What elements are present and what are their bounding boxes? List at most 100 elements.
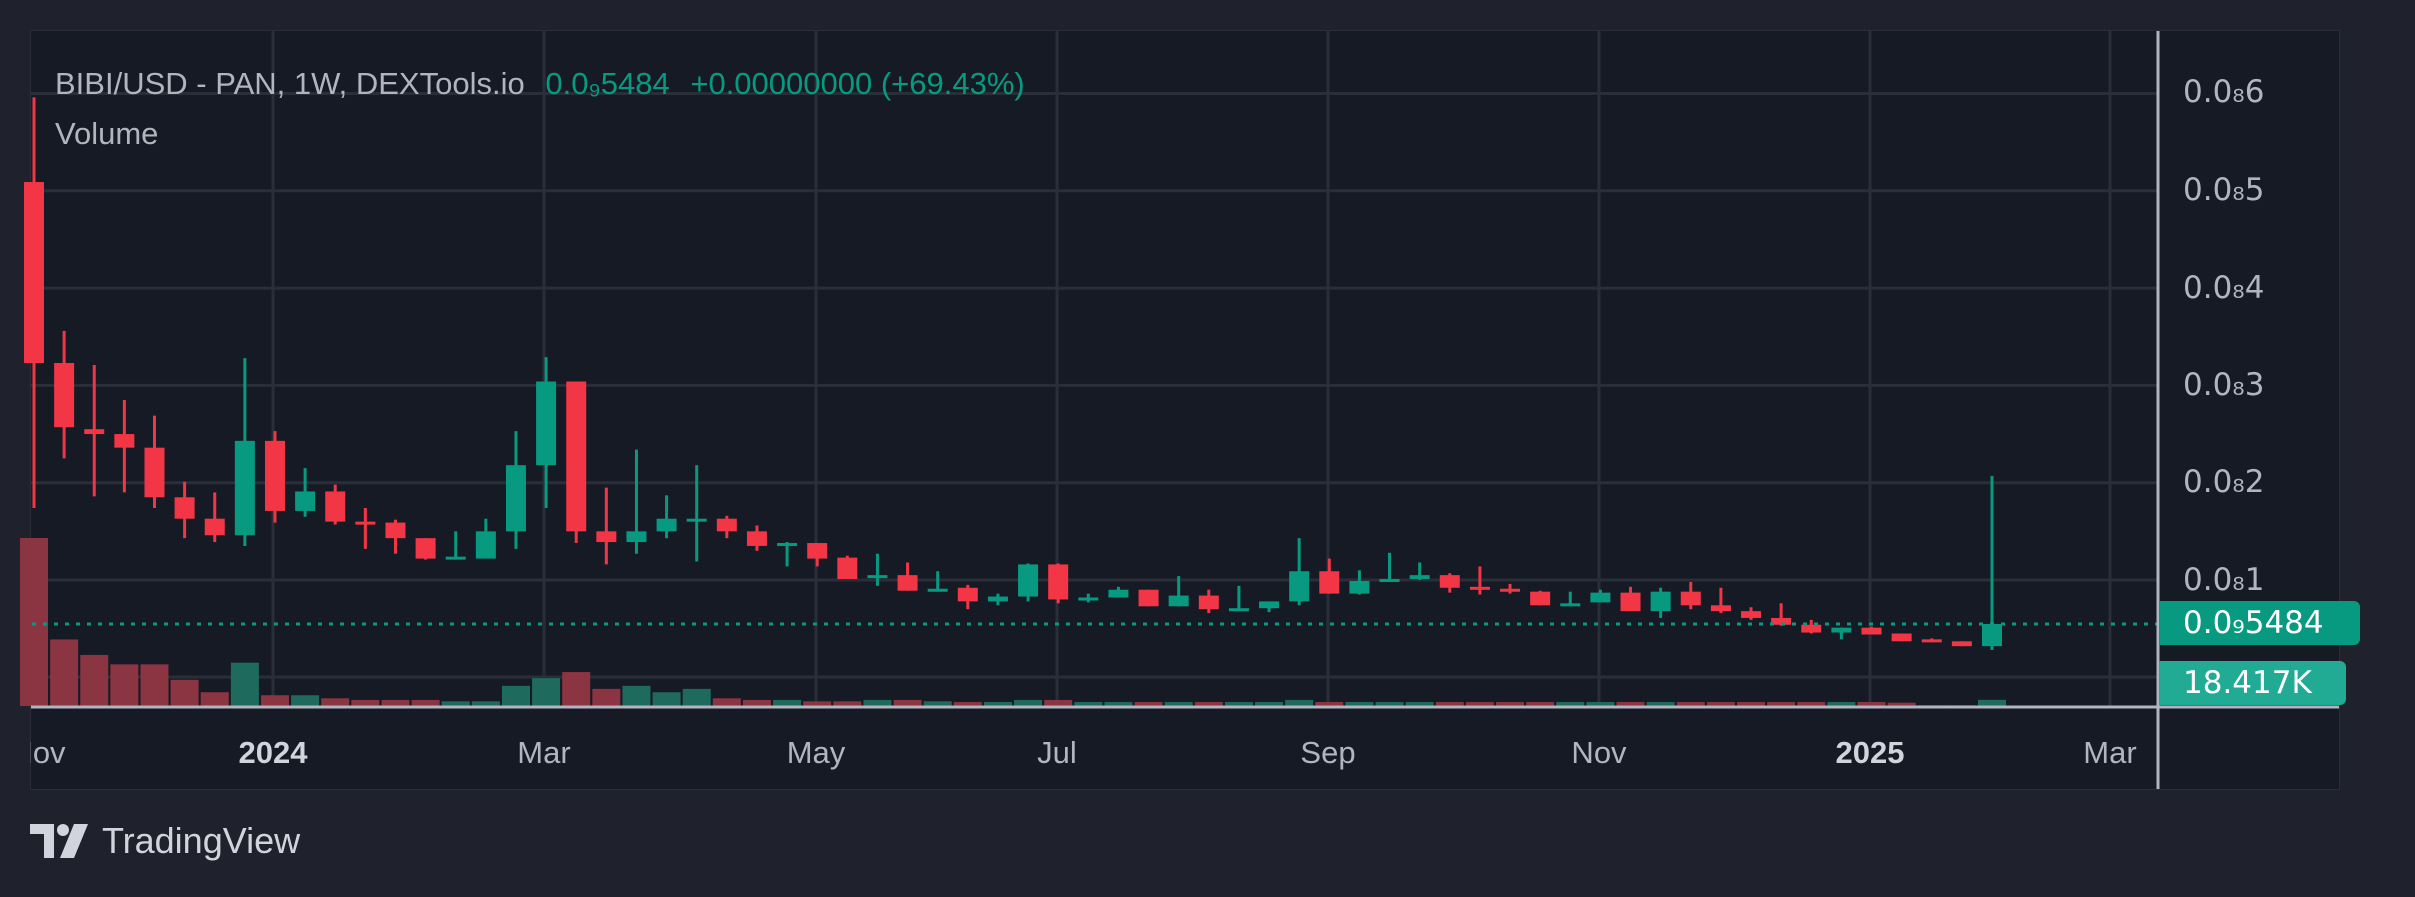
candle-body [1771,617,1792,625]
volume-bar [1315,701,1344,706]
tradingview-logo[interactable]: TradingView [30,820,300,862]
volume-bar [1345,701,1374,706]
candle-body [686,518,707,522]
volume-bar [1255,701,1284,706]
price-tick: 0.0₈4 [2183,270,2265,306]
candle-body [385,522,406,539]
candle-body [114,434,135,448]
candle-body [927,588,948,592]
volume-bar [140,664,169,706]
candle-body [1439,575,1460,588]
candle-body [957,587,978,602]
price-tick: 0.0₈3 [2183,367,2265,403]
candle-body [566,381,587,532]
candle-body [716,518,737,532]
candle-body [1379,579,1400,583]
volume-bar [1104,701,1133,706]
candle-body [1349,580,1370,594]
tradingview-logo-icon [30,824,88,858]
price-tick: 0.0₈5 [2183,172,2265,208]
volume-legend: Volume [55,116,159,151]
volume-bar [953,701,982,706]
candle-body [1078,597,1099,601]
volume-bar [260,695,289,706]
candle-body [1138,589,1159,607]
volume-bar [471,701,500,706]
time-label: Mar [517,735,571,770]
candle-body [1319,571,1340,594]
volume-bar [622,685,651,706]
volume-bar [1405,701,1434,706]
candle-body [355,521,376,525]
candle-body [1951,641,1972,647]
candle-body [1289,571,1310,602]
volume-bar [1014,699,1043,706]
volume-bar [321,698,350,706]
candle-body [1500,588,1521,592]
time-label-clip: Nov [30,720,90,780]
candle-body [626,531,647,543]
candle-body [837,557,858,580]
volume-bar [501,685,530,706]
volume-bar [1827,701,1856,706]
volume-bar [110,664,139,706]
time-label: Nov [1571,735,1627,770]
volume-bar [863,699,892,706]
candle-body [1018,564,1039,597]
volume-bar [1526,701,1555,706]
chart-panel[interactable] [30,30,2340,790]
candle-body [264,440,285,511]
volume-bar [592,688,621,706]
candle-body [445,556,466,560]
volume-bar [1465,701,1494,706]
candle-body [1168,595,1189,607]
volume-bar [803,701,832,706]
candle-body [1861,627,1882,635]
volume-bar [1646,701,1675,706]
legend-change: +0.00000000 (+69.43%) [690,66,1025,101]
chart-legend: BIBI/USD - PAN, 1W, DEXTools.io 0.0₉5484… [55,66,1037,102]
candle-body [24,182,44,364]
candle-body [1469,586,1490,590]
symbol-title: BIBI/USD - PAN, 1W, DEXTools.io [55,66,525,101]
candle-body [867,575,888,579]
volume-bars [20,538,2006,707]
time-label: Nov [30,735,66,770]
volume-bar [773,699,802,706]
volume-bar [351,699,380,706]
candle-body [415,538,436,559]
volume-bar [1194,701,1223,706]
candle-body [1831,627,1852,633]
volume-bar [1285,699,1314,706]
time-label: Sep [1300,735,1356,770]
price-tick: 0.0₈6 [2183,74,2265,110]
volume-bar [1616,701,1645,706]
candle-body [1530,591,1551,606]
candle-body [1228,608,1249,612]
volume-bar [1797,701,1826,706]
candle-body [897,575,918,591]
volume-bar [381,699,410,706]
candles [24,97,2002,651]
grid [31,31,2158,707]
candle-body [1259,601,1280,609]
time-label: 2024 [238,735,308,770]
candle-body [1982,623,2002,647]
volume-bar [80,654,109,706]
volume-bar [1435,701,1464,706]
time-label: 2025 [1835,735,1905,770]
candle-body [1108,589,1129,598]
candle-body [174,497,195,519]
volume-bar [291,695,320,706]
current-price-badge: 0.0₉5484 [2159,601,2360,645]
candle-body [807,543,828,559]
candle-body [1650,591,1671,612]
candle-body [1891,633,1912,642]
volume-bar [170,679,199,706]
volume-bar [983,701,1012,706]
candle-body [1409,575,1430,580]
candle-body [1560,603,1581,607]
candle-body [596,531,617,543]
legend-price: 0.0₉5484 [545,66,670,101]
